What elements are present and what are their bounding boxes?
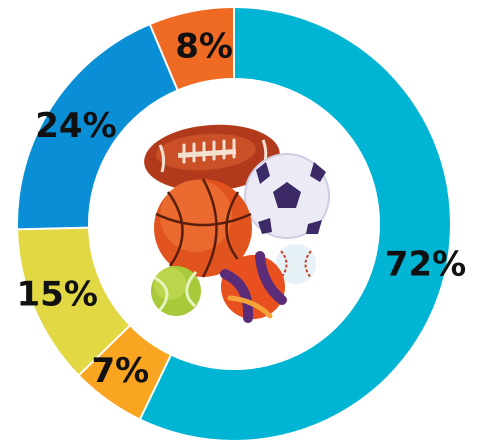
football-icon <box>144 124 280 192</box>
slice-divider <box>16 226 91 231</box>
donut-slice-0 <box>140 8 450 440</box>
basketball-icon <box>154 178 252 278</box>
tennis-ball-icon <box>151 266 201 316</box>
volleyball-icon <box>220 251 287 323</box>
donut-slice-1 <box>79 325 171 419</box>
donut-slice-2 <box>18 227 130 375</box>
donut-slices <box>16 6 450 440</box>
donut-slice-3 <box>18 24 178 230</box>
sports-balls-icon <box>144 124 330 323</box>
slice-label-0: 72% <box>385 244 466 284</box>
slice-labels: 72% 7% 15% 24% 8% <box>17 27 467 391</box>
slice-divider <box>148 22 179 92</box>
soccer-ball-icon <box>244 153 330 239</box>
slice-divider <box>77 323 132 377</box>
slice-divider <box>138 353 173 421</box>
slice-label-2: 15% <box>17 274 98 314</box>
slice-label-4: 8% <box>175 27 233 67</box>
slice-label-1: 7% <box>91 351 149 391</box>
slice-label-3: 24% <box>35 106 116 146</box>
donut-slice-4 <box>150 8 234 90</box>
